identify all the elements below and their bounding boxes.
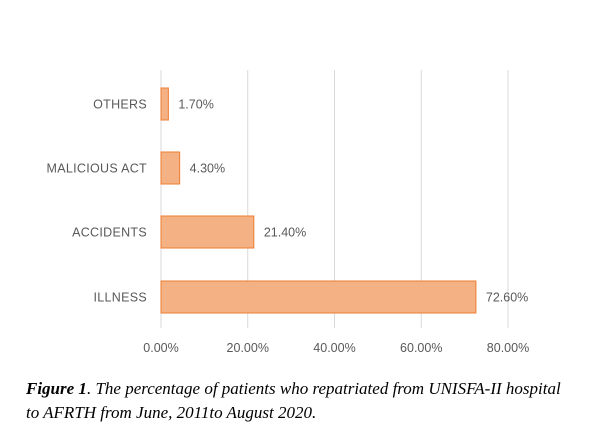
bar [160,215,255,249]
category-label: ILLNESS [93,291,147,305]
data-label: 4.30% [190,162,225,176]
x-tick-label: 80.00% [487,341,529,355]
x-tick-label: 40.00% [313,341,355,355]
labels: 0.00% 20.00% 40.00% 60.00% 80.00% ILLNESS 72.6… [47,98,530,356]
bar-chart: 0.00% 20.00% 40.00% 60.00% 80.00% ILLNESS 72.6… [47,70,530,356]
data-label: 72.60% [486,291,528,305]
data-label: 21.40% [264,226,306,240]
bar [160,151,181,185]
bar [160,280,477,314]
bar [160,87,169,121]
data-label: 1.70% [178,98,213,112]
x-tick-label: 60.00% [400,341,442,355]
category-label: ACCIDENTS [72,226,147,240]
figure-caption: Figure 1. The percentage of patients who… [26,377,571,425]
category-label: MALICIOUS ACT [47,162,148,176]
bars [160,87,477,314]
x-tick-label: 20.00% [227,341,269,355]
caption-text: . The percentage of patients who repatri… [26,379,561,422]
caption-lead: Figure 1 [26,379,87,398]
x-tick-label: 0.00% [143,341,178,355]
category-label: OTHERS [93,98,147,112]
